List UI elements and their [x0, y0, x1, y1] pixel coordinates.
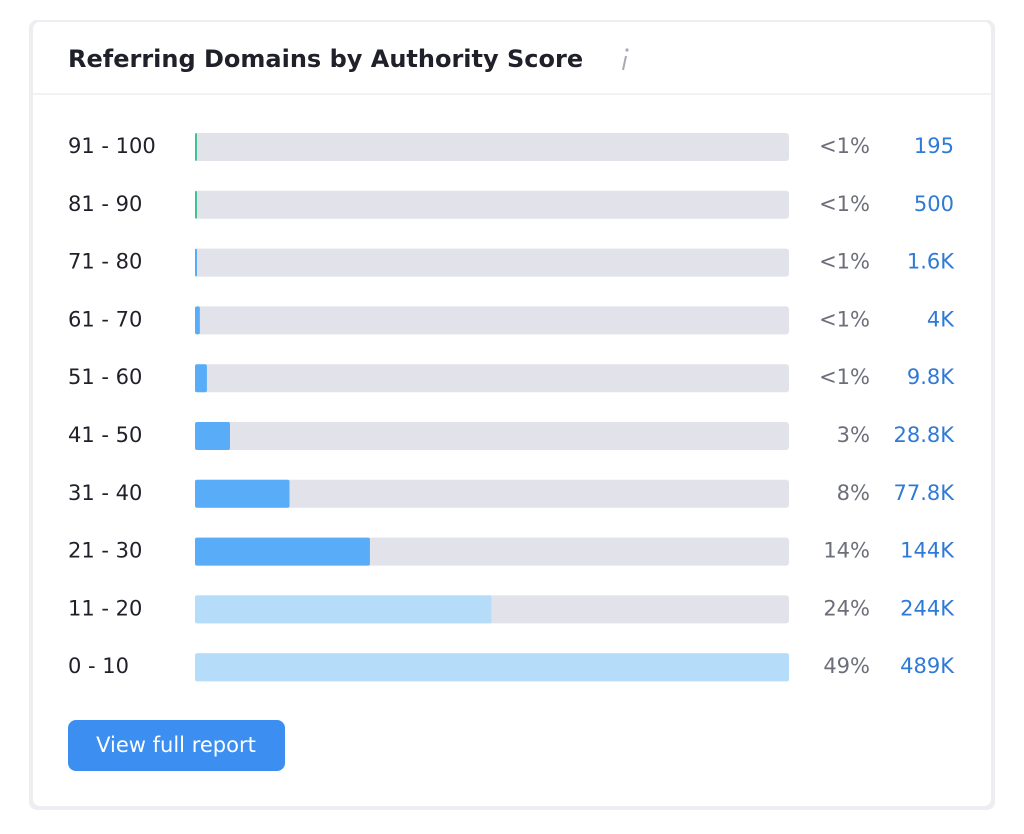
- bar-track: [195, 133, 789, 161]
- row-label: 91 - 100: [68, 134, 156, 158]
- count-label: 1.6K: [907, 250, 955, 274]
- button-label[interactable]: View full report: [96, 733, 256, 757]
- bar: [195, 133, 197, 161]
- bar-track: [195, 248, 789, 277]
- count-label: 28.8K: [893, 423, 955, 447]
- count-label: 195: [914, 134, 954, 158]
- share-label: 8%: [837, 481, 870, 505]
- row-label: 31 - 40: [68, 481, 142, 505]
- bar: [195, 306, 200, 335]
- bar: [195, 537, 370, 566]
- info-icon[interactable]: [622, 48, 629, 71]
- row-label: 51 - 60: [68, 365, 142, 389]
- count-label: 500: [914, 192, 954, 216]
- bar: [195, 422, 230, 450]
- bar: [195, 653, 789, 682]
- bar-track: [195, 422, 789, 450]
- row-label: 81 - 90: [68, 192, 142, 216]
- count-label: 244K: [900, 596, 955, 620]
- count-label: 9.8K: [907, 365, 955, 389]
- bar: [195, 364, 207, 393]
- bar: [195, 190, 197, 219]
- count-label: 489K: [900, 654, 955, 678]
- share-label: 3%: [837, 423, 870, 447]
- count-label: 144K: [900, 539, 955, 563]
- count-label: 4K: [927, 307, 955, 331]
- widget-title: Referring Domains by Authority Score: [68, 45, 583, 73]
- share-label: <1%: [819, 307, 870, 331]
- bar-track: [195, 306, 789, 335]
- bar: [195, 479, 290, 508]
- bar-track: [195, 479, 789, 508]
- share-label: <1%: [819, 192, 870, 216]
- share-label: 14%: [823, 539, 870, 563]
- row-label: 21 - 30: [68, 539, 142, 563]
- count-label: 77.8K: [893, 481, 955, 505]
- share-label: 49%: [823, 654, 870, 678]
- bar: [195, 248, 197, 277]
- bar-track: [195, 364, 789, 393]
- row-label: 71 - 80: [68, 250, 142, 274]
- row-label: 41 - 50: [68, 423, 142, 447]
- row-label: 0 - 10: [68, 654, 129, 678]
- share-label: 24%: [823, 596, 870, 620]
- share-label: <1%: [819, 134, 870, 158]
- share-label: <1%: [819, 250, 870, 274]
- view-report-button[interactable]: [68, 720, 285, 771]
- row-label: 61 - 70: [68, 307, 142, 331]
- share-label: <1%: [819, 365, 870, 389]
- bar: [195, 595, 492, 624]
- bar-track: [195, 190, 789, 219]
- row-label: 11 - 20: [68, 596, 142, 620]
